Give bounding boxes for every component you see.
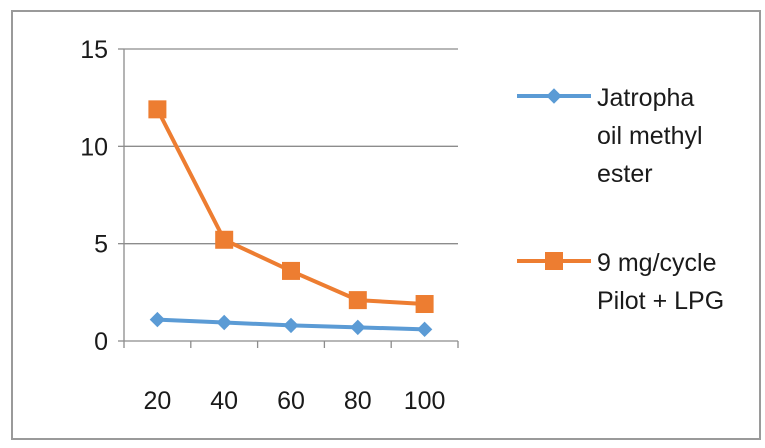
axes <box>118 48 459 348</box>
data-point <box>215 230 234 249</box>
gridlines <box>124 48 458 245</box>
legend: Jatropha oil methyl ester 9 mg/cycle Pilot +… <box>517 84 724 315</box>
legend-entry-1: Jatropha oil methyl ester <box>517 84 703 188</box>
x-tick-labels: 20 40 60 80 100 <box>143 387 445 415</box>
x-tick-label: 60 <box>277 387 305 415</box>
y-tick-label: 15 <box>80 36 108 64</box>
y-tick-label: 10 <box>80 133 108 161</box>
data-point <box>350 319 366 336</box>
legend-label: oil methyl <box>597 122 703 150</box>
data-point <box>416 321 433 338</box>
data-point <box>216 314 232 331</box>
data-point <box>283 317 299 334</box>
x-tick-label: 80 <box>344 387 372 415</box>
series-2 <box>148 100 434 314</box>
x-tick-label: 100 <box>404 387 446 415</box>
data-point <box>415 295 434 314</box>
y-tick-label: 0 <box>94 328 108 356</box>
legend-label: ester <box>597 160 653 188</box>
x-tick-label: 20 <box>143 387 171 415</box>
y-tick-label: 5 <box>94 231 108 259</box>
legend-marker <box>545 252 563 270</box>
data-point <box>148 100 167 119</box>
series-group <box>148 100 434 338</box>
chart-frame <box>11 10 761 440</box>
x-tick-label: 40 <box>210 387 238 415</box>
legend-marker <box>546 88 562 104</box>
data-point <box>282 261 300 280</box>
y-tick-labels: 0 5 10 15 <box>80 36 108 356</box>
data-point <box>149 311 166 328</box>
legend-label: Pilot + LPG <box>597 287 724 315</box>
legend-entry-2: 9 mg/cycle Pilot + LPG <box>517 249 724 315</box>
legend-label: 9 mg/cycle <box>597 249 716 277</box>
legend-label: Jatropha <box>597 84 694 112</box>
data-point <box>348 291 367 310</box>
series-1 <box>149 311 433 338</box>
